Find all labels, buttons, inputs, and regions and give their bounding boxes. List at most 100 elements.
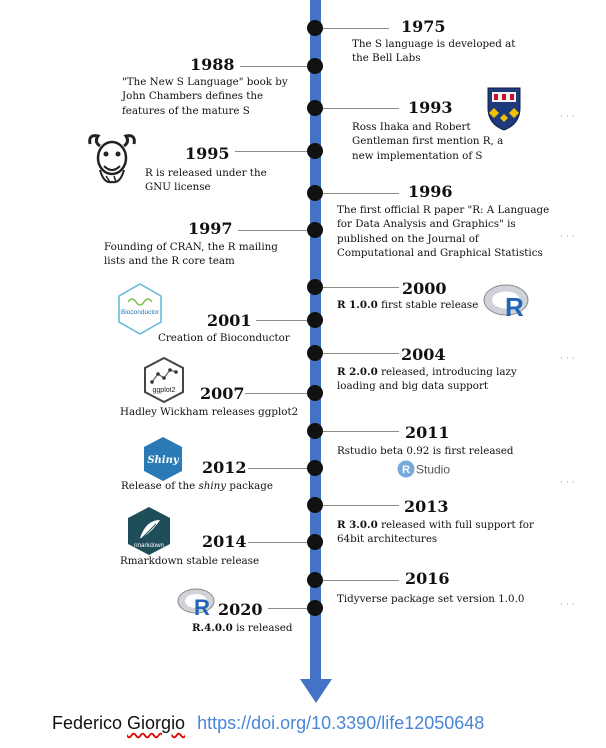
- timeline-dot: [307, 222, 323, 238]
- connector-line: [323, 108, 399, 109]
- event-year: 2007: [200, 384, 245, 403]
- author-last-name: Giorgio: [127, 713, 186, 733]
- event-year: 1993: [408, 98, 453, 117]
- timeline-dot: [307, 600, 323, 616]
- rstudio-logo-text: Studio: [416, 463, 450, 477]
- gnu-head-icon: [88, 134, 136, 184]
- event-year: 2020: [218, 600, 263, 619]
- event-year: 2004: [401, 345, 446, 364]
- doi-link[interactable]: https://doi.org/10.3390/life12050648: [197, 713, 485, 733]
- event-description-text: package: [226, 480, 273, 492]
- bioconductor-logo-text: Bioconductor: [121, 309, 160, 316]
- connector-line: [245, 393, 307, 394]
- event-description-text: Release of the: [121, 480, 199, 492]
- event-description: R 3.0.0 released with full support for 6…: [337, 518, 537, 547]
- connector-line: [323, 28, 389, 29]
- timeline-dot: [307, 20, 323, 36]
- connector-line: [240, 66, 307, 67]
- faint-dots: ···: [560, 354, 578, 364]
- event-year: 1997: [188, 219, 233, 238]
- r-logo-icon: R: [177, 588, 215, 620]
- event-year: 2000: [402, 279, 447, 298]
- event-description: Rstudio beta 0.92 is first released: [337, 445, 514, 457]
- event-year: 2001: [207, 311, 252, 330]
- r-logo-icon: R: [483, 284, 529, 322]
- connector-line: [238, 230, 307, 231]
- timeline-dot: [307, 143, 323, 159]
- shiny-logo-icon: Shiny: [144, 437, 182, 481]
- connector-line: [323, 287, 399, 288]
- faint-dots: ···: [560, 232, 578, 242]
- event-description: Founding of CRAN, the R mailing lists an…: [104, 241, 278, 268]
- rstudio-logo-icon: R Studio: [397, 460, 450, 478]
- rmarkdown-logo-text: rmarkdown: [134, 543, 164, 549]
- faint-dots: ···: [560, 478, 578, 488]
- event-description-text: released with full support for 64bit arc…: [337, 519, 534, 546]
- timeline-dot: [307, 58, 323, 74]
- package-name: shiny: [198, 480, 227, 492]
- event-year: 2011: [405, 423, 450, 442]
- faint-dots: ···: [560, 112, 578, 122]
- ggplot2-logo-text: ggplot2: [153, 387, 176, 394]
- event-description: R is released under the GNU license: [145, 167, 267, 194]
- event-description: Ross Ihaka and Robert Gentleman first me…: [352, 121, 504, 162]
- connector-line: [323, 193, 399, 194]
- connector-line: [323, 505, 399, 506]
- timeline-dot: [307, 279, 323, 295]
- timeline-dot: [307, 460, 323, 476]
- timeline-dot: [307, 534, 323, 550]
- event-year: 2016: [405, 569, 450, 588]
- event-description: R.4.0.0 is released: [192, 621, 312, 635]
- release-version: R 2.0.0: [337, 366, 378, 378]
- release-version: R 1.0.0: [337, 299, 378, 311]
- event-description: Release of the shiny package: [121, 479, 291, 493]
- timeline-dot: [307, 345, 323, 361]
- connector-line: [248, 542, 307, 543]
- timeline-dot: [307, 423, 323, 439]
- connector-line: [256, 320, 307, 321]
- connector-line: [323, 431, 399, 432]
- connector-line: [323, 353, 399, 354]
- ggplot2-logo-icon: ggplot2: [144, 356, 184, 404]
- event-description: "The New S Language" book by John Chambe…: [122, 76, 288, 117]
- connector-line: [323, 580, 399, 581]
- event-description: R 1.0.0 first stable release: [337, 298, 487, 312]
- release-version: R.4.0.0: [192, 622, 233, 634]
- connector-line: [235, 151, 307, 152]
- timeline-dot: [307, 185, 323, 201]
- bioconductor-logo-icon: Bioconductor: [118, 283, 162, 335]
- event-year: 1996: [408, 182, 453, 201]
- r-logo-letter: R: [194, 595, 210, 620]
- rstudio-logo-r: R: [402, 464, 410, 476]
- footer-credit: Federico Giorgio https://doi.org/10.3390/…: [52, 713, 484, 734]
- connector-line: [268, 608, 307, 609]
- event-description: Creation of Bioconductor: [158, 332, 290, 344]
- timeline-dot: [307, 100, 323, 116]
- rmarkdown-logo-icon: rmarkdown: [128, 507, 170, 555]
- event-year: 1988: [190, 55, 235, 74]
- event-year: 2014: [202, 532, 247, 551]
- event-description: Rmarkdown stable release: [120, 555, 260, 567]
- timeline-dot: [307, 497, 323, 513]
- event-year: 1975: [401, 17, 446, 36]
- timeline-dot: [307, 312, 323, 328]
- event-description-text: first stable release: [377, 299, 479, 311]
- timeline-axis: [310, 0, 321, 680]
- timeline-arrowhead: [300, 679, 332, 703]
- connector-line: [248, 468, 307, 469]
- r-logo-letter: R: [505, 292, 524, 322]
- event-description-text: is released: [232, 622, 293, 634]
- event-year: 1995: [185, 144, 230, 163]
- timeline-dot: [307, 385, 323, 401]
- event-description: The S language is developed at the Bell …: [352, 38, 516, 65]
- university-crest-icon: [487, 87, 521, 131]
- event-description: Tidyverse package set version 1.0.0: [337, 593, 525, 605]
- event-year: 2013: [404, 497, 449, 516]
- event-description-text: released, introducing lazy loading and b…: [337, 366, 517, 393]
- author-first-name: Federico: [52, 713, 128, 733]
- event-description: The first official R paper "R: A Languag…: [337, 204, 550, 260]
- event-year: 2012: [202, 458, 247, 477]
- event-description: Hadley Wickham releases ggplot2: [120, 406, 299, 418]
- faint-dots: ···: [560, 600, 578, 610]
- event-description: R 2.0.0 released, introducing lazy loadi…: [337, 365, 522, 394]
